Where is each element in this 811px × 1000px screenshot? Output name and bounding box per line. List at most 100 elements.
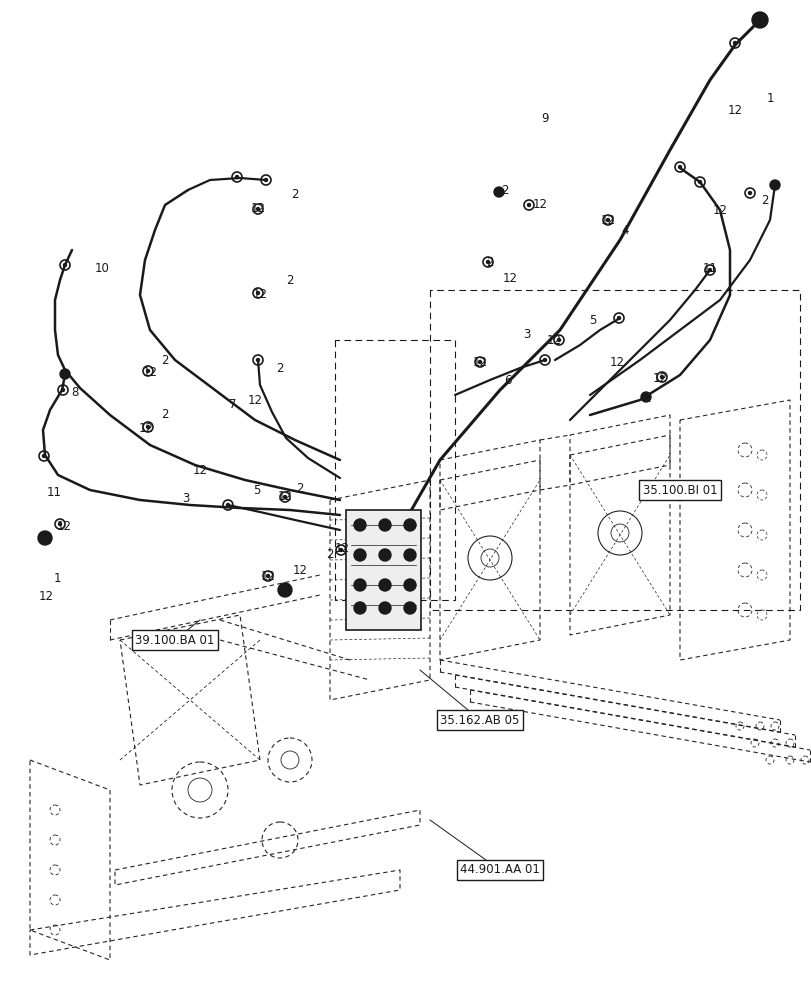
Text: 6: 6 (504, 373, 511, 386)
Circle shape (659, 375, 663, 378)
Text: 44.901.AA 01: 44.901.AA 01 (460, 863, 539, 876)
Text: 12: 12 (139, 422, 153, 434)
Text: 12: 12 (292, 564, 307, 576)
Text: 12: 12 (247, 393, 262, 406)
Bar (345, 510, 420, 630)
Text: 11: 11 (702, 261, 717, 274)
Text: 2: 2 (161, 354, 169, 366)
Circle shape (493, 187, 504, 197)
Circle shape (404, 602, 415, 614)
Circle shape (769, 180, 779, 190)
Text: 12: 12 (711, 204, 727, 217)
Circle shape (640, 392, 650, 402)
Text: 12: 12 (38, 589, 54, 602)
Text: 2: 2 (296, 482, 303, 494)
Circle shape (748, 192, 750, 194)
Text: 39.100.BA 01: 39.100.BA 01 (135, 634, 214, 647)
Text: 12: 12 (609, 357, 624, 369)
Text: 1: 1 (766, 92, 773, 105)
Circle shape (63, 263, 67, 266)
Text: 2: 2 (761, 194, 768, 207)
Circle shape (266, 574, 269, 578)
Circle shape (354, 602, 366, 614)
Text: 2: 2 (500, 184, 508, 197)
Circle shape (404, 519, 415, 531)
Text: 10: 10 (94, 261, 109, 274)
Circle shape (146, 369, 149, 372)
Circle shape (58, 522, 62, 526)
Text: 12: 12 (532, 198, 547, 212)
Circle shape (379, 602, 391, 614)
Text: 12: 12 (727, 104, 741, 117)
Text: 9: 9 (541, 112, 548, 125)
Text: 11: 11 (46, 486, 62, 498)
Circle shape (354, 579, 366, 591)
Text: 12: 12 (57, 520, 71, 532)
Circle shape (697, 181, 701, 184)
Text: 12: 12 (502, 271, 517, 284)
Text: 12: 12 (652, 371, 667, 384)
Circle shape (557, 338, 560, 342)
Text: 12: 12 (192, 464, 208, 477)
Text: 4: 4 (620, 224, 628, 236)
Circle shape (256, 292, 260, 294)
Circle shape (226, 504, 230, 506)
Circle shape (256, 359, 260, 361)
Circle shape (42, 454, 45, 458)
Text: 7: 7 (229, 398, 237, 412)
Circle shape (38, 531, 52, 545)
Text: 35.162.AB 05: 35.162.AB 05 (440, 714, 519, 726)
Circle shape (478, 360, 481, 363)
Circle shape (404, 579, 415, 591)
Text: 12: 12 (600, 214, 615, 227)
Text: 1: 1 (642, 391, 650, 404)
Circle shape (60, 369, 70, 379)
Circle shape (404, 549, 415, 561)
Circle shape (283, 495, 286, 498)
Text: 2: 2 (161, 408, 169, 422)
Text: 35.100.BI 01: 35.100.BI 01 (642, 484, 716, 496)
Circle shape (354, 519, 366, 531)
Text: 2: 2 (286, 273, 294, 286)
Text: 12: 12 (250, 202, 265, 215)
Circle shape (379, 519, 391, 531)
Text: 5: 5 (253, 484, 260, 496)
Text: 3: 3 (182, 491, 190, 504)
Circle shape (527, 204, 530, 207)
Circle shape (339, 548, 342, 552)
Text: 12: 12 (260, 570, 275, 582)
Circle shape (606, 219, 609, 222)
Circle shape (354, 549, 366, 561)
Circle shape (732, 42, 736, 45)
Circle shape (751, 12, 767, 28)
Text: 12: 12 (546, 334, 561, 347)
Circle shape (277, 583, 292, 597)
Text: 12: 12 (142, 366, 157, 379)
Circle shape (379, 549, 391, 561)
Circle shape (146, 426, 149, 428)
Circle shape (616, 316, 620, 320)
Text: 1: 1 (281, 584, 289, 596)
Circle shape (678, 166, 680, 169)
Text: 1: 1 (43, 534, 50, 546)
Text: 12: 12 (334, 542, 349, 556)
Circle shape (235, 176, 238, 179)
Text: 2: 2 (276, 361, 283, 374)
Circle shape (62, 388, 64, 391)
Text: 5: 5 (589, 314, 596, 326)
Text: 2: 2 (291, 188, 298, 202)
Text: 12: 12 (472, 356, 487, 368)
Circle shape (379, 579, 391, 591)
Text: 8: 8 (71, 385, 79, 398)
Text: 2: 2 (326, 548, 333, 562)
Circle shape (708, 268, 710, 271)
Text: 12: 12 (252, 288, 267, 302)
Circle shape (256, 208, 260, 211)
Circle shape (264, 179, 267, 182)
Text: 2: 2 (486, 255, 493, 268)
Circle shape (486, 260, 489, 263)
Circle shape (543, 359, 546, 361)
Text: 1: 1 (54, 572, 61, 584)
Text: 12: 12 (277, 490, 292, 504)
Text: 3: 3 (522, 328, 530, 342)
